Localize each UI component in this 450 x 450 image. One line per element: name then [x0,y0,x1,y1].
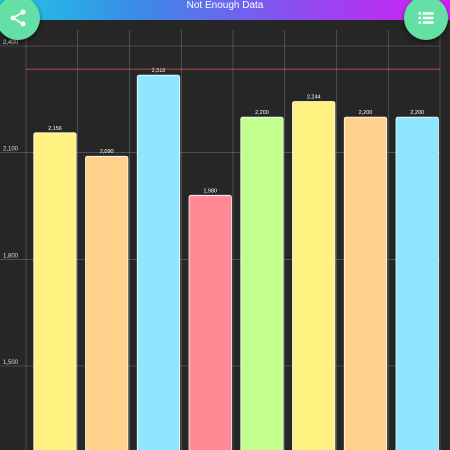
bar [85,155,129,450]
bar [395,116,439,450]
page-title: Not Enough Data [186,0,264,11]
bar [240,116,284,450]
y-tick-label: 2,100 [3,147,19,153]
y-tick-label: 2,400 [3,40,19,46]
share-icon [10,9,26,27]
bar-value-label: 2,200 [255,110,269,116]
bar [188,194,232,450]
title-bar [0,0,450,20]
list-icon [418,12,434,24]
bar [292,101,336,450]
bar [343,116,388,450]
bar [33,132,77,450]
y-tick-label: 1,500 [3,360,19,366]
bar-value-label: 1,980 [203,188,217,194]
bar-value-label: 2,318 [152,68,166,74]
bar-value-label: 2,156 [48,126,62,132]
share-button[interactable] [0,0,40,40]
y-tick-label: 1,800 [3,253,19,259]
list-button[interactable] [404,0,448,40]
bar-value-label: 2,200 [359,110,373,116]
bar-value-label: 2,244 [307,94,321,100]
bar-value-label: 2,090 [100,149,114,155]
bar-value-label: 2,200 [410,110,424,116]
bar [136,74,181,450]
